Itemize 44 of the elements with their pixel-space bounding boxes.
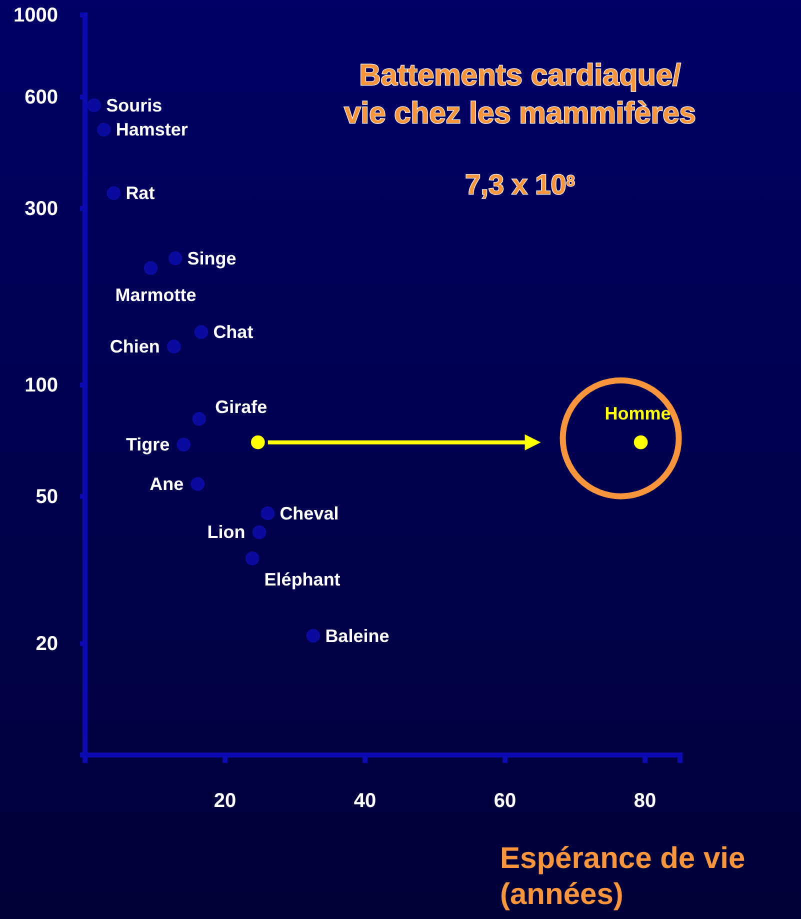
point: [96, 122, 111, 137]
series-label: Souris: [106, 95, 162, 116]
text: 7,3 x 10$^{8}$: [465, 169, 576, 200]
y-tick-label: 100: [24, 374, 58, 396]
point: [634, 435, 648, 450]
text: Battements cardiaque/ vie chez les mammifères: [344, 59, 696, 130]
y-tick-label: 600: [24, 86, 58, 108]
series-label: Lion: [207, 522, 246, 542]
x-tick-label: 40: [354, 790, 376, 812]
point: [106, 186, 121, 200]
series-label: Baleine: [325, 626, 390, 646]
point: [166, 340, 181, 354]
point: [250, 435, 265, 450]
series-label: Eléphant: [264, 569, 340, 590]
series-label: Tigre: [126, 434, 170, 455]
y-tick-label: 50: [36, 486, 58, 508]
x-tick-label: 60: [494, 790, 516, 812]
series-label: Homme: [604, 403, 671, 424]
point: [252, 525, 266, 540]
series-label: Chien: [110, 336, 160, 357]
series-label: Singe: [187, 248, 236, 268]
point: [190, 477, 205, 491]
series-label: Girafe: [215, 396, 268, 417]
series-label: Ane: [150, 474, 184, 494]
point: [260, 506, 275, 520]
point: [194, 325, 208, 339]
series-label: Cheval: [280, 503, 339, 524]
point: [87, 98, 102, 112]
x-axis-title: Espérance de vie (années): [500, 842, 746, 911]
x-tick-label: 20: [214, 790, 236, 812]
point: [306, 628, 320, 643]
x-tick-label: 80: [634, 790, 656, 812]
point: [168, 251, 182, 266]
series-label: Rat: [126, 183, 155, 204]
y-tick-label: 300: [24, 198, 58, 220]
series-label: Marmotte: [115, 285, 196, 306]
point: [176, 438, 191, 452]
y-tick-label: 20: [36, 633, 58, 656]
point: [144, 261, 158, 275]
y-tick-label: 1000: [14, 4, 58, 26]
point: [245, 551, 260, 566]
series-label: Chat: [213, 322, 254, 342]
series-label: Hamster: [116, 120, 188, 140]
point: [192, 412, 206, 426]
